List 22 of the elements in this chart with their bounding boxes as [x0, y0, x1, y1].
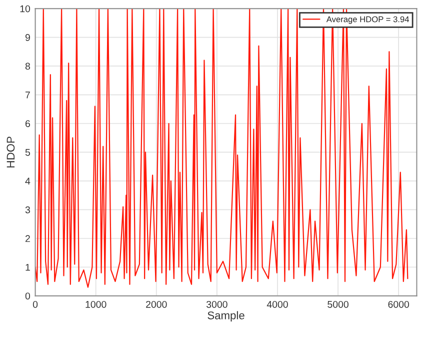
y-tick-label: 1	[26, 264, 30, 271]
x-tick-label: 0	[32, 300, 38, 308]
y-tick-label: 2	[26, 235, 30, 242]
x-tick-label: 6000	[388, 300, 410, 308]
y-tick-label: 4	[25, 178, 30, 184]
x-tick-label: 4000	[266, 300, 288, 308]
y-tick-label: 6	[26, 120, 30, 128]
x-axis-title: Sample	[208, 311, 244, 322]
line-series	[35, 8, 408, 288]
x-tick-label: 3000	[206, 300, 228, 308]
y-tick-label: 7	[26, 92, 30, 98]
y-tick-label: 8	[25, 62, 30, 70]
x-tick-label: 5000	[328, 300, 348, 308]
x-tick-label: 1000	[86, 300, 106, 308]
y-axis-title: HDOP	[6, 136, 15, 168]
legend-label: Average HDOP = 3.94	[326, 16, 410, 24]
y-tick-label: 10	[20, 5, 30, 12]
y-tick-label: 0	[25, 292, 30, 300]
x-tick-label: 2000	[146, 300, 167, 308]
y-tick-label: 3	[25, 206, 30, 214]
y-tick-label: 9	[25, 34, 30, 41]
y-tick-label: 5	[25, 149, 30, 156]
